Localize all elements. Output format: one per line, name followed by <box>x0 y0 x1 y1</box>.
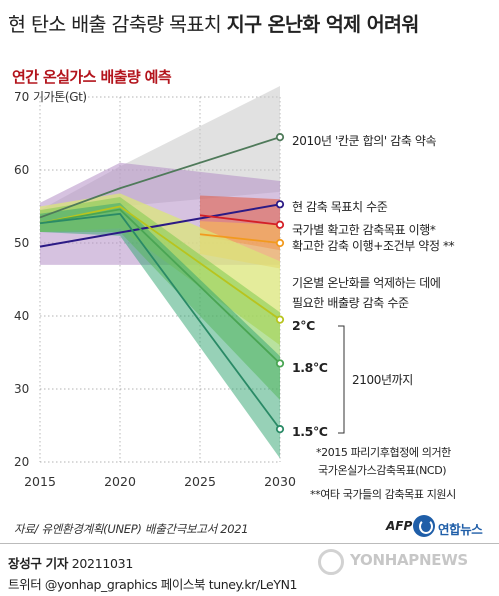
series-line-ndc_plus <box>199 233 281 244</box>
title-part2: 지구 온난화 억제 어려워 <box>226 13 420 36</box>
y-tick-label-60: 60 <box>14 163 29 177</box>
series-end-point-deg15 <box>275 425 285 434</box>
series-end-point-deg2 <box>275 315 285 324</box>
series-line-deg2 <box>39 205 281 321</box>
watermark-text: YONHAPNEWS <box>350 551 468 569</box>
legend-label-deg15: 1.5°C <box>292 424 328 439</box>
legend-label-ndc: 국가별 확고한 감축목표 이행* <box>292 222 436 237</box>
temp-group-label-line-2: 필요한 배출량 감축 수준 <box>292 296 409 310</box>
legend-label-cancun: 2010년 '칸쿤 합의' 감축 약속 <box>292 133 437 148</box>
x-tick-label-2030: 2030 <box>264 474 296 489</box>
footer-divider <box>0 543 499 544</box>
series-end-point-ndc <box>275 220 285 229</box>
y-unit-label: 기가톤(Gt) <box>33 90 87 104</box>
legend-label-deg18: 1.8°C <box>292 360 328 375</box>
y-tick-label-70: 70 <box>14 90 29 104</box>
series-line-ndc <box>199 214 281 226</box>
watermark: YONHAPNEWS <box>318 551 468 569</box>
series-line-deg15 <box>39 212 281 430</box>
yonhap-logo-text: 연합뉴스 <box>438 522 483 537</box>
series-line-cancun <box>39 136 281 219</box>
page-title: 현 탄소 배출 감축량 목표치 지구 온난화 억제 어려워 <box>8 8 496 37</box>
y-tick-label-30: 30 <box>14 382 29 396</box>
legend-label-deg2: 2°C <box>292 318 315 333</box>
legend-label-ndc_plus: 확고한 감축 이행+조건부 약정 ** <box>292 238 455 253</box>
footnote1-line-1: *2015 파리기후협정에 의거한 <box>316 446 451 459</box>
publish-date: 20211031 <box>71 556 134 571</box>
title-part1: 현 탄소 배출 감축량 목표치 <box>8 13 222 36</box>
credit-line: 장성구 기자 20211031 <box>8 553 133 572</box>
series-end-point-ndc_plus <box>275 238 285 248</box>
y-tick-label-40: 40 <box>14 309 29 323</box>
chart-subtitle: 연간 온실가스 배출량 예측 <box>12 68 172 86</box>
band-deg15 <box>40 202 280 459</box>
reporter-name: 장성구 기자 <box>8 556 69 571</box>
series-end-point-current <box>275 200 285 209</box>
social-links: 트위터 @yonhap_graphics 페이스북 tuney.kr/LeYN1 <box>8 577 298 592</box>
afp-logo: AFP <box>386 519 413 533</box>
series-end-point-deg18 <box>275 359 285 368</box>
legend-label-current: 현 감축 목표치 수준 <box>292 200 388 214</box>
x-tick-label-2015: 2015 <box>24 474 56 489</box>
y-tick-label-20: 20 <box>14 455 29 469</box>
watermark-icon <box>318 549 344 575</box>
period-label: 2100년까지 <box>352 373 413 387</box>
series-end-point-cancun <box>275 133 285 142</box>
x-tick-label-2020: 2020 <box>104 474 136 489</box>
footnote2: **여타 국가들의 감축목표 지원시 <box>310 488 456 501</box>
footnote1-line-2: 국가온실가스감축목표(NCD) <box>318 464 446 477</box>
yonhap-logo-icon <box>413 515 435 537</box>
source-note: 자료/ 유엔환경계획(UNEP) 배출간극보고서 2021 <box>14 522 249 536</box>
x-tick-label-2025: 2025 <box>184 474 216 489</box>
temp-group-label-line-1: 기온별 온난화를 억제하는 데에 <box>292 276 441 290</box>
series-line-current <box>39 203 281 248</box>
series-line-deg18 <box>39 208 281 365</box>
period-bracket <box>338 325 345 434</box>
y-tick-label-50: 50 <box>14 236 29 250</box>
